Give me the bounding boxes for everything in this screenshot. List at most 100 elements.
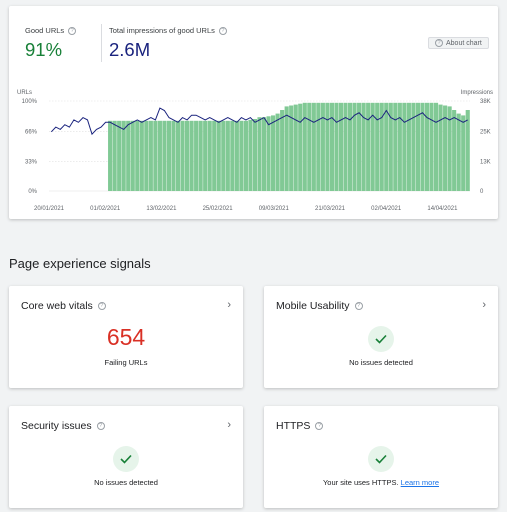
bar xyxy=(311,102,316,191)
security-issues-title: Security issues xyxy=(21,420,92,432)
bar xyxy=(248,119,253,191)
bar xyxy=(307,102,312,191)
mobile-usability-card[interactable]: Mobile Usability ? › No issues detected xyxy=(264,286,498,388)
help-icon[interactable]: ? xyxy=(354,302,363,310)
y2-tick-label: 13K xyxy=(480,159,491,165)
bar xyxy=(334,102,339,191)
bar xyxy=(216,120,221,191)
y-tick-label: 66% xyxy=(25,130,38,136)
bar xyxy=(343,102,348,191)
bar xyxy=(185,120,190,191)
x-tick-label: 25/02/2021 xyxy=(203,206,234,212)
help-icon[interactable]: ? xyxy=(218,26,227,35)
bar xyxy=(429,102,434,191)
bar xyxy=(447,106,452,191)
learn-more-link[interactable]: Learn more xyxy=(400,478,440,487)
bar xyxy=(280,110,285,191)
bar xyxy=(375,102,380,191)
failing-urls-count: 654 xyxy=(106,324,146,350)
mobile-usability-caption: No issues detected xyxy=(349,358,413,367)
core-web-vitals-title: Core web vitals xyxy=(21,300,93,312)
x-tick-label: 09/03/2021 xyxy=(259,206,290,212)
bar xyxy=(366,102,371,191)
bar xyxy=(135,120,140,191)
bar xyxy=(420,102,425,191)
bar xyxy=(379,102,384,191)
bar xyxy=(239,120,244,191)
bar xyxy=(347,102,353,191)
bar xyxy=(320,102,325,191)
bar xyxy=(424,102,430,191)
impressions-line xyxy=(50,107,468,136)
bar xyxy=(112,120,117,191)
bar xyxy=(139,120,144,191)
chevron-right-icon[interactable]: › xyxy=(227,299,231,311)
bar xyxy=(443,105,448,191)
bar xyxy=(384,102,389,191)
bar xyxy=(325,102,330,191)
about-chart-label: About chart xyxy=(446,39,482,47)
bar xyxy=(162,120,167,191)
bar xyxy=(175,120,181,191)
bar xyxy=(461,115,466,191)
bar xyxy=(397,102,402,191)
bar xyxy=(212,120,217,191)
bar xyxy=(126,120,131,191)
bar xyxy=(180,120,185,191)
security-issues-title-row: Security issues ? xyxy=(21,420,105,432)
bar xyxy=(388,102,393,191)
bar xyxy=(393,102,398,191)
bar xyxy=(225,120,230,191)
bar xyxy=(289,105,294,191)
https-title-row: HTTPS ? xyxy=(276,420,324,432)
about-chart-button[interactable]: ? About chart xyxy=(428,37,489,49)
https-title: HTTPS xyxy=(276,420,311,432)
bar xyxy=(406,102,411,191)
help-icon[interactable]: ? xyxy=(68,26,77,35)
bar xyxy=(261,117,267,191)
chevron-right-icon[interactable]: › xyxy=(482,299,486,311)
bar xyxy=(194,120,199,191)
bar xyxy=(465,110,470,191)
summary-card: Good URLs ? 91% Total impressions of goo… xyxy=(9,6,498,219)
x-tick-label: 21/03/2021 xyxy=(315,206,346,212)
bar xyxy=(252,119,258,191)
bar xyxy=(302,102,307,191)
security-issues-card[interactable]: Security issues ? › No issues detected xyxy=(9,406,243,508)
bar xyxy=(352,102,357,191)
good-urls-metric: Good URLs ? 91% xyxy=(25,26,77,61)
x-tick-label: 02/04/2021 xyxy=(371,206,402,212)
mobile-usability-title: Mobile Usability xyxy=(276,300,350,312)
bar xyxy=(433,102,439,191)
core-web-vitals-card[interactable]: Core web vitals ? › 654 Failing URLs xyxy=(9,286,243,388)
bar xyxy=(316,102,321,191)
bar xyxy=(438,104,443,191)
y2-tick-label: 0 xyxy=(480,189,484,195)
bar xyxy=(130,120,135,191)
y-tick-label: 100% xyxy=(22,99,38,105)
help-icon: ? xyxy=(435,39,443,47)
metric-divider xyxy=(101,24,102,62)
impressions-label: Total impressions of good URLs xyxy=(109,26,215,35)
help-icon[interactable]: ? xyxy=(315,422,324,430)
bar xyxy=(266,116,271,191)
help-icon[interactable]: ? xyxy=(97,302,106,310)
core-web-vitals-title-row: Core web vitals ? xyxy=(21,300,106,312)
section-title: Page experience signals xyxy=(9,256,151,271)
bar xyxy=(157,120,162,191)
bar xyxy=(243,120,248,191)
bar xyxy=(230,120,235,191)
help-icon[interactable]: ? xyxy=(96,422,105,430)
https-card: HTTPS ? Your site uses HTTPS. Learn more xyxy=(264,406,498,508)
x-tick-label: 20/01/2021 xyxy=(34,206,65,212)
x-tick-label: 14/04/2021 xyxy=(427,206,458,212)
bar xyxy=(415,102,421,191)
good-urls-label-row: Good URLs ? xyxy=(25,26,77,35)
chevron-right-icon[interactable]: › xyxy=(227,419,231,431)
y2-tick-label: 38K xyxy=(480,99,491,105)
bar xyxy=(298,103,303,191)
y-tick-label: 33% xyxy=(25,159,38,165)
bar xyxy=(411,102,416,191)
bar xyxy=(234,120,239,191)
bar xyxy=(452,110,457,191)
